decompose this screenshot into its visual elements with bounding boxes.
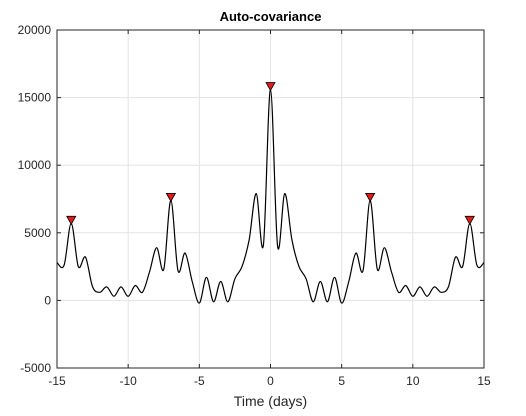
y-tick-label: 15000 [18, 91, 52, 105]
x-tick-label: -10 [119, 374, 137, 388]
peak-marker [66, 215, 77, 226]
chart-title: Auto-covariance [220, 9, 322, 24]
grid [56, 29, 485, 369]
y-tick-label: 0 [44, 293, 51, 307]
y-tick-label: 20000 [18, 23, 52, 37]
x-tick-label: 15 [477, 374, 491, 388]
peak-markers [66, 82, 475, 226]
x-tick-label: -5 [194, 374, 205, 388]
peak-marker [464, 215, 475, 226]
y-tick-label: 10000 [18, 158, 52, 172]
peak-marker [364, 192, 376, 203]
peak-marker [265, 82, 276, 92]
axis-ticks [56, 29, 485, 369]
x-tick-labels: -15 -10 -5 0 5 10 15 [48, 374, 491, 388]
x-tick-label: 0 [267, 374, 274, 388]
x-tick-label: 5 [338, 374, 345, 388]
x-tick-label: 10 [406, 374, 420, 388]
x-axis-label: Time (days) [234, 393, 307, 409]
x-tick-label: -15 [48, 374, 66, 388]
y-tick-label: 5000 [24, 226, 51, 240]
y-tick-labels: -5000 0 5000 10000 15000 20000 [18, 23, 52, 375]
watermark-text: https://blog.csdn.net/qq_19600291 [315, 394, 515, 409]
peak-marker [165, 192, 177, 203]
y-tick-label: -5000 [20, 361, 51, 375]
